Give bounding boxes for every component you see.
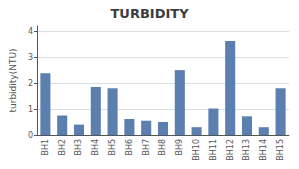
svg-text:turbidity(NTU): turbidity(NTU)	[8, 48, 18, 112]
svg-text:1: 1	[28, 105, 33, 114]
svg-text:BH1: BH1	[41, 139, 50, 156]
svg-text:BH4: BH4	[91, 139, 100, 156]
svg-text:BH8: BH8	[158, 139, 167, 156]
svg-text:BH12: BH12	[226, 139, 235, 161]
svg-text:4: 4	[28, 27, 33, 36]
svg-text:BH15: BH15	[276, 139, 285, 161]
svg-text:TURBIDITY: TURBIDITY	[110, 6, 189, 21]
svg-text:BH11: BH11	[209, 139, 218, 161]
svg-text:BH10: BH10	[192, 139, 201, 161]
svg-text:BH9: BH9	[175, 139, 184, 156]
svg-text:3: 3	[28, 53, 33, 62]
svg-text:BH14: BH14	[259, 139, 268, 161]
svg-text:BH5: BH5	[108, 139, 117, 156]
svg-text:BH13: BH13	[242, 139, 251, 161]
svg-text:BH7: BH7	[142, 139, 151, 156]
svg-text:BH2: BH2	[58, 139, 67, 156]
svg-text:0: 0	[28, 131, 33, 140]
svg-text:BH3: BH3	[74, 139, 83, 156]
svg-text:BH6: BH6	[125, 139, 134, 156]
svg-text:2: 2	[28, 79, 33, 88]
